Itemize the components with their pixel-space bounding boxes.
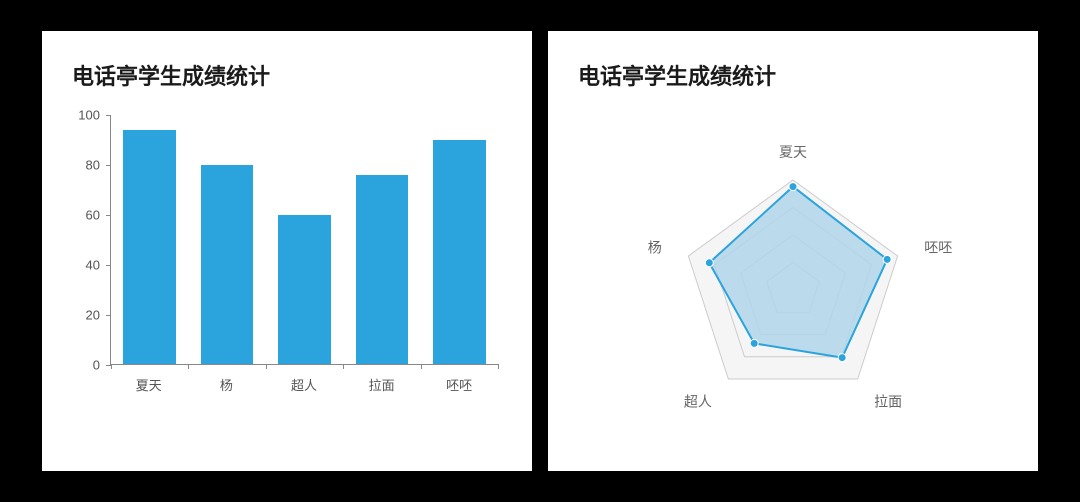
radar-axis-label: 呸呸 xyxy=(924,239,952,255)
bar xyxy=(201,165,254,364)
radar-data-point xyxy=(883,255,891,263)
x-tickmark xyxy=(498,364,499,369)
y-tick-label: 60 xyxy=(72,208,100,223)
radar-chart-title: 电话亭学生成绩统计 xyxy=(578,59,1008,91)
bar xyxy=(123,130,176,364)
x-label: 呸呸 xyxy=(446,375,472,394)
bar-chart-y-axis: 020406080100 xyxy=(72,115,106,365)
radar-data-point xyxy=(838,354,846,362)
radar-axis-label: 杨 xyxy=(648,239,662,255)
y-tick-label: 100 xyxy=(72,108,100,123)
y-tick-label: 0 xyxy=(72,358,100,373)
x-label: 超人 xyxy=(291,375,317,394)
y-tickmark xyxy=(106,215,111,216)
radar-axis-label: 超人 xyxy=(684,394,712,410)
bar-chart-area: 020406080100 夏天杨超人拉面呸呸 xyxy=(72,115,502,395)
bar-chart-panel: 电话亭学生成绩统计 0 20 40 60 80 100 夏天 杨 超人 拉面 呸呸 xyxy=(42,31,532,471)
bar-chart-plot xyxy=(110,115,498,365)
y-tick-label: 20 xyxy=(72,308,100,323)
radar-data-point xyxy=(705,259,713,267)
radar-data-point xyxy=(789,183,797,191)
y-tickmark xyxy=(106,265,111,266)
radar-chart-area: 夏天呸呸拉面 超人 杨 xyxy=(578,115,1008,455)
bar-chart-x-labels: 夏天 杨 超人 拉面 呸呸 xyxy=(110,369,498,395)
radar-axis-label: 拉面 xyxy=(874,394,902,410)
x-label: 杨 xyxy=(220,375,233,394)
bar xyxy=(356,175,409,364)
radar-data-point xyxy=(750,339,758,347)
y-tickmark xyxy=(106,165,111,166)
radar-axis-label: 夏天 xyxy=(779,144,807,160)
bar-chart-title: 电话亭学生成绩统计 xyxy=(72,59,502,91)
y-tickmark xyxy=(106,115,111,116)
x-label: 夏天 xyxy=(136,375,162,394)
x-label: 拉面 xyxy=(369,375,395,394)
bar xyxy=(278,215,331,364)
y-tick-label: 40 xyxy=(72,258,100,273)
radar-svg: 夏天呸呸拉面 超人 杨 xyxy=(578,115,1008,455)
bar xyxy=(433,140,486,364)
radar-chart-panel: 电话亭学生成绩统计 夏天呸呸拉面 超人 杨 xyxy=(548,31,1038,471)
y-tickmark xyxy=(106,315,111,316)
y-tick-label: 80 xyxy=(72,158,100,173)
